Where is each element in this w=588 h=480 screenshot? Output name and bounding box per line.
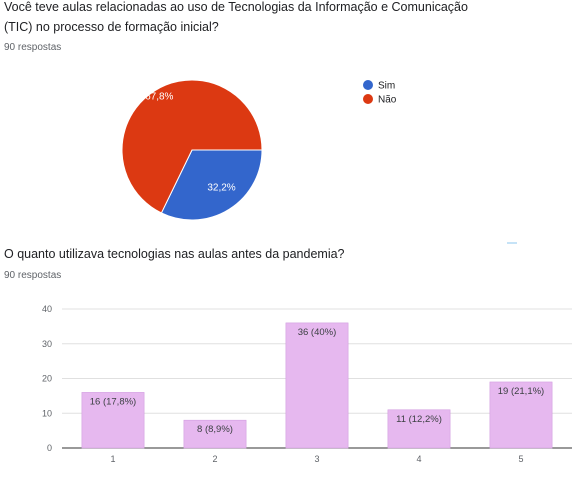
question-1-title-line-2: (TIC) no processo de formação inicial? [4,20,219,34]
x-tick-label: 2 [212,454,217,464]
bar-data-label: 11 (12,2%) [396,414,442,425]
y-tick-label: 40 [42,304,52,314]
legend-label-não[interactable]: Não [378,95,397,106]
bar-1 [81,392,145,449]
bar-3 [285,322,349,449]
pie-slice-não [121,79,263,214]
bar-data-label: 36 (40%) [298,327,337,338]
bar-2 [183,419,247,449]
question-2-title: O quanto utilizava tecnologias nas aulas… [4,247,345,261]
y-tick-label: 10 [42,408,52,418]
question-1-title-line-1: Você teve aulas relacionadas ao uso de T… [4,0,468,14]
pie-slice-label-sim: 32,2% [207,182,235,193]
bar-data-label: 8 (8,9%) [197,424,233,435]
question-1-title: Você teve aulas relacionadas ao uso de T… [4,0,564,37]
y-tick-label: 30 [42,339,52,349]
bar-data-label: 16 (17,8%) [90,396,136,407]
legend-marker-não [363,94,373,104]
y-tick-label: 0 [47,443,52,453]
x-tick-label: 5 [518,454,523,464]
bar-4 [387,409,451,449]
bar-data-label: 19 (21,1%) [498,386,544,397]
x-tick-label: 1 [110,454,115,464]
y-tick-label: 20 [42,374,52,384]
x-tick-label: 3 [314,454,319,464]
pie-slice-sim [160,149,263,221]
pie-slice-label-não: 67,8% [145,91,173,102]
x-tick-label: 4 [416,454,421,464]
pie-chart: 32,2% 67,8% Sim Não [121,79,397,221]
question-2-response-count: 90 respostas [4,270,62,281]
legend-marker-sim [363,80,373,90]
scroll-indicator [507,242,517,244]
bar-5 [489,381,553,449]
legend-label-sim[interactable]: Sim [378,81,395,92]
question-1-response-count: 90 respostas [4,42,62,53]
